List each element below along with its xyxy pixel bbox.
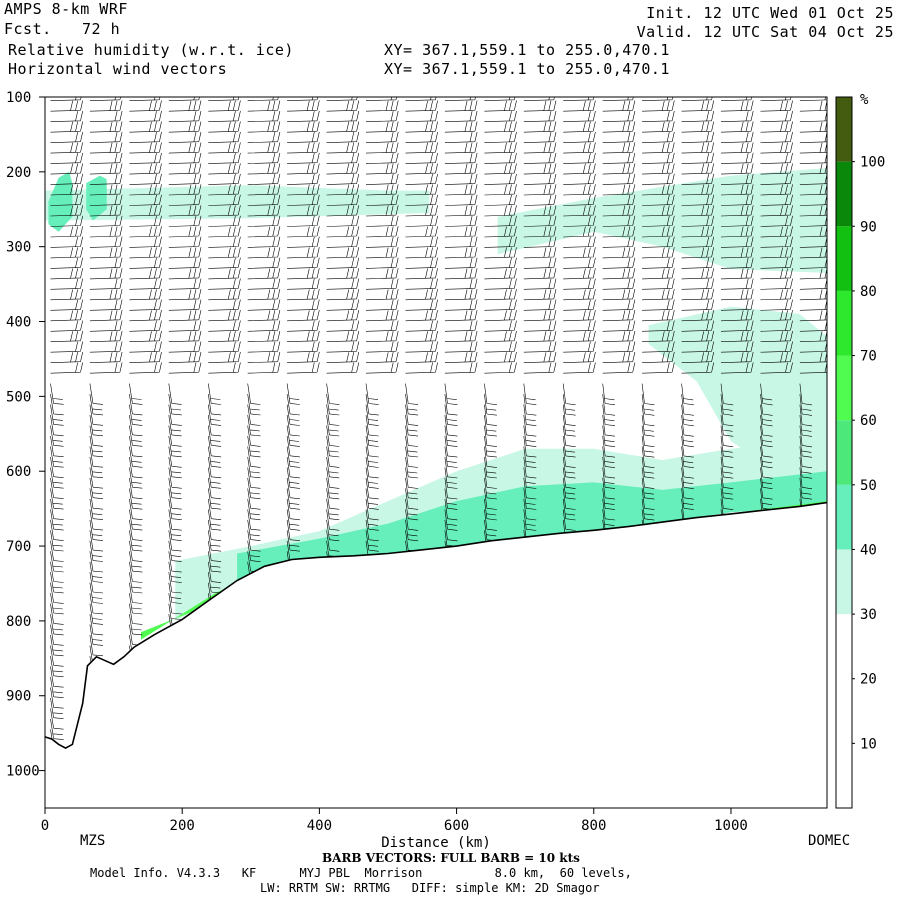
x-tick-label-800: 800 — [581, 818, 606, 834]
y-tick-label-200: 200 — [6, 165, 31, 181]
y-tick-label-1000: 1000 — [6, 764, 40, 780]
colorbar-label-50: 50 — [860, 478, 877, 494]
x-tick-label-200: 200 — [170, 818, 195, 834]
physics-info-line: LW: RRTM SW: RRTMG DIFF: simple KM: 2D S… — [260, 881, 600, 895]
plot-frame — [44, 96, 828, 809]
model-info-line: Model Info. V4.3.3 KF MYJ PBL Morrison 8… — [90, 866, 632, 880]
y-tick-label-500: 500 — [6, 389, 31, 405]
rh-region-2 — [48, 171, 73, 232]
y-tick-label-700: 700 — [6, 539, 31, 555]
cross-section-xy-2: XY= 367.1,559.1 to 255.0,470.1 — [384, 60, 670, 78]
wind-barbs — [50, 97, 827, 751]
y-tick-label-100: 100 — [6, 90, 31, 106]
rh-region-6 — [237, 471, 827, 584]
colorbar-swatch-10 — [836, 97, 852, 162]
x-tick-label-1000: 1000 — [714, 818, 748, 834]
y-tick-label-400: 400 — [6, 315, 31, 331]
colorbar-label-70: 70 — [860, 349, 877, 365]
colorbar-swatch-1 — [836, 678, 852, 744]
forecast-hour: 72 h — [82, 20, 121, 38]
colorbar-unit: % — [860, 92, 869, 108]
colorbar-label-40: 40 — [860, 542, 877, 558]
y-tick-label-900: 900 — [6, 689, 31, 705]
cross-section-xy-1: XY= 367.1,559.1 to 255.0,470.1 — [384, 41, 670, 59]
init-time: Init. 12 UTC Wed 01 Oct 25 — [646, 4, 894, 22]
colorbar-swatch-7 — [836, 290, 852, 356]
colorbar-swatch-8 — [836, 226, 852, 291]
colorbar-swatch-2 — [836, 614, 852, 679]
colorbar-swatch-9 — [836, 161, 852, 227]
colorbar-label-100: 100 — [860, 155, 885, 171]
forecast-label: Fcst. — [4, 20, 52, 38]
terrain-line — [45, 501, 827, 750]
colorbar-swatch-3 — [836, 549, 852, 615]
field-title-wind: Horizontal wind vectors — [8, 60, 228, 78]
colorbar-label-90: 90 — [860, 219, 877, 235]
colorbar-label-20: 20 — [860, 672, 877, 688]
right-station-label: DOMEC — [808, 833, 851, 849]
colorbar-label-60: 60 — [860, 413, 877, 429]
colorbar-swatch-6 — [836, 355, 852, 421]
valid-time: Valid. 12 UTC Sat 04 Oct 25 — [636, 23, 894, 41]
barb-vector-note: BARB VECTORS: FULL BARB = 10 kts — [322, 851, 580, 865]
colorbar-label-80: 80 — [860, 284, 877, 300]
rh-region-0 — [45, 185, 430, 221]
colorbar-swatch-5 — [836, 420, 852, 485]
colorbar-label-10: 10 — [860, 736, 877, 752]
colorbar-label-30: 30 — [860, 607, 877, 623]
left-station-label: MZS — [80, 833, 106, 849]
colorbar-swatch-0 — [836, 743, 852, 808]
x-axis-title: Distance (km) — [381, 835, 491, 851]
colorbar-frame — [835, 96, 853, 809]
y-tick-label-800: 800 — [6, 614, 31, 630]
x-tick-label-400: 400 — [307, 818, 332, 834]
x-tick-label-0: 0 — [41, 818, 49, 834]
rh-region-3 — [86, 175, 107, 221]
x-tick-label-600: 600 — [444, 818, 469, 834]
model-title: AMPS 8-km WRF — [4, 0, 128, 18]
field-title-rh: Relative humidity (w.r.t. ice) — [8, 41, 294, 59]
y-tick-label-300: 300 — [6, 240, 31, 256]
colorbar-swatch-4 — [836, 484, 852, 550]
y-tick-label-600: 600 — [6, 464, 31, 480]
cross-section-chart: 0 200 400 600 800 1000 100 200 300 400 500 600 700 80… — [6, 90, 885, 851]
